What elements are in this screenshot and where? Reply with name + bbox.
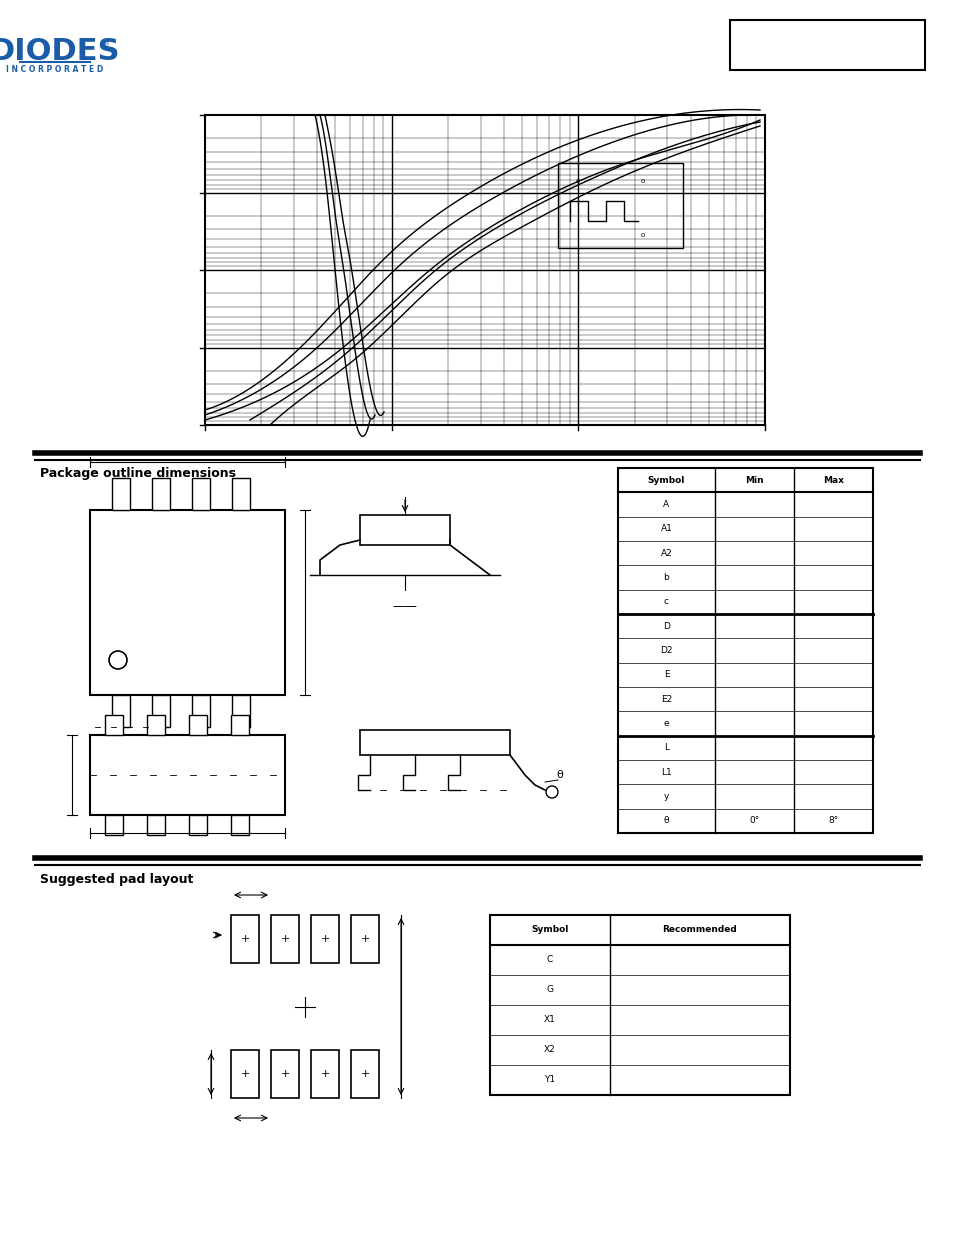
Bar [351, 1050, 378, 1098]
Text: X2: X2 [543, 1046, 556, 1055]
Text: o: o [640, 178, 644, 184]
Text: Symbol: Symbol [647, 475, 684, 484]
Bar [112, 695, 130, 727]
Bar [231, 1050, 258, 1098]
Text: b: b [663, 573, 669, 582]
Bar [105, 715, 123, 735]
Bar [105, 815, 123, 835]
Text: G: G [546, 986, 553, 994]
Bar [112, 478, 130, 510]
Text: A: A [662, 500, 669, 509]
Bar [359, 515, 450, 545]
Text: +: + [360, 1070, 370, 1079]
Bar [311, 1050, 338, 1098]
Text: D2: D2 [659, 646, 672, 655]
Text: Min: Min [744, 475, 763, 484]
Bar [490, 915, 789, 1095]
Text: +: + [240, 1070, 250, 1079]
Text: E: E [663, 671, 669, 679]
Bar [147, 715, 165, 735]
Text: I N C O R P O R A T E D: I N C O R P O R A T E D [7, 65, 104, 74]
Bar [189, 715, 207, 735]
Text: L1: L1 [660, 768, 671, 777]
Text: DIODES: DIODES [0, 37, 120, 67]
Text: +: + [360, 934, 370, 944]
Bar [232, 478, 250, 510]
Bar [192, 695, 210, 727]
Text: ®: ® [103, 41, 111, 47]
Text: Max: Max [822, 475, 843, 484]
Text: o: o [640, 232, 644, 238]
Text: 0°: 0° [748, 816, 759, 825]
Bar [729, 20, 924, 70]
Bar [231, 815, 249, 835]
Bar [90, 735, 285, 815]
Text: A1: A1 [659, 525, 672, 534]
Text: θ: θ [663, 816, 668, 825]
Text: Y1: Y1 [544, 1076, 555, 1084]
Text: ——: —— [392, 600, 417, 614]
Bar [231, 715, 249, 735]
Text: +: + [280, 934, 290, 944]
Bar [232, 695, 250, 727]
Text: L: L [663, 743, 668, 752]
Bar [359, 730, 510, 755]
Text: +: + [320, 934, 330, 944]
Text: y: y [663, 792, 668, 802]
Text: +: + [320, 1070, 330, 1079]
Text: +: + [240, 934, 250, 944]
Bar [192, 478, 210, 510]
Bar [152, 478, 170, 510]
Text: X1: X1 [543, 1015, 556, 1025]
Bar [311, 915, 338, 963]
Bar [205, 115, 764, 425]
Text: o: o [576, 178, 579, 184]
Text: Recommended: Recommended [662, 925, 737, 935]
Text: E2: E2 [660, 694, 671, 704]
Text: A2: A2 [659, 548, 672, 558]
Bar [618, 468, 872, 832]
Bar [189, 815, 207, 835]
Bar [152, 695, 170, 727]
Text: D: D [662, 621, 669, 631]
Text: c: c [663, 598, 668, 606]
Text: C: C [546, 956, 553, 965]
Bar [271, 1050, 298, 1098]
Bar [147, 815, 165, 835]
Text: +: + [280, 1070, 290, 1079]
Text: Symbol: Symbol [531, 925, 568, 935]
Text: θ: θ [556, 769, 563, 781]
Text: e: e [663, 719, 669, 727]
Bar [231, 915, 258, 963]
Bar [351, 915, 378, 963]
Bar [558, 163, 682, 248]
Bar [271, 915, 298, 963]
Text: Suggested pad layout: Suggested pad layout [40, 872, 193, 885]
Bar [90, 510, 285, 695]
Text: Package outline dimensions: Package outline dimensions [40, 468, 235, 480]
Text: 8°: 8° [827, 816, 838, 825]
